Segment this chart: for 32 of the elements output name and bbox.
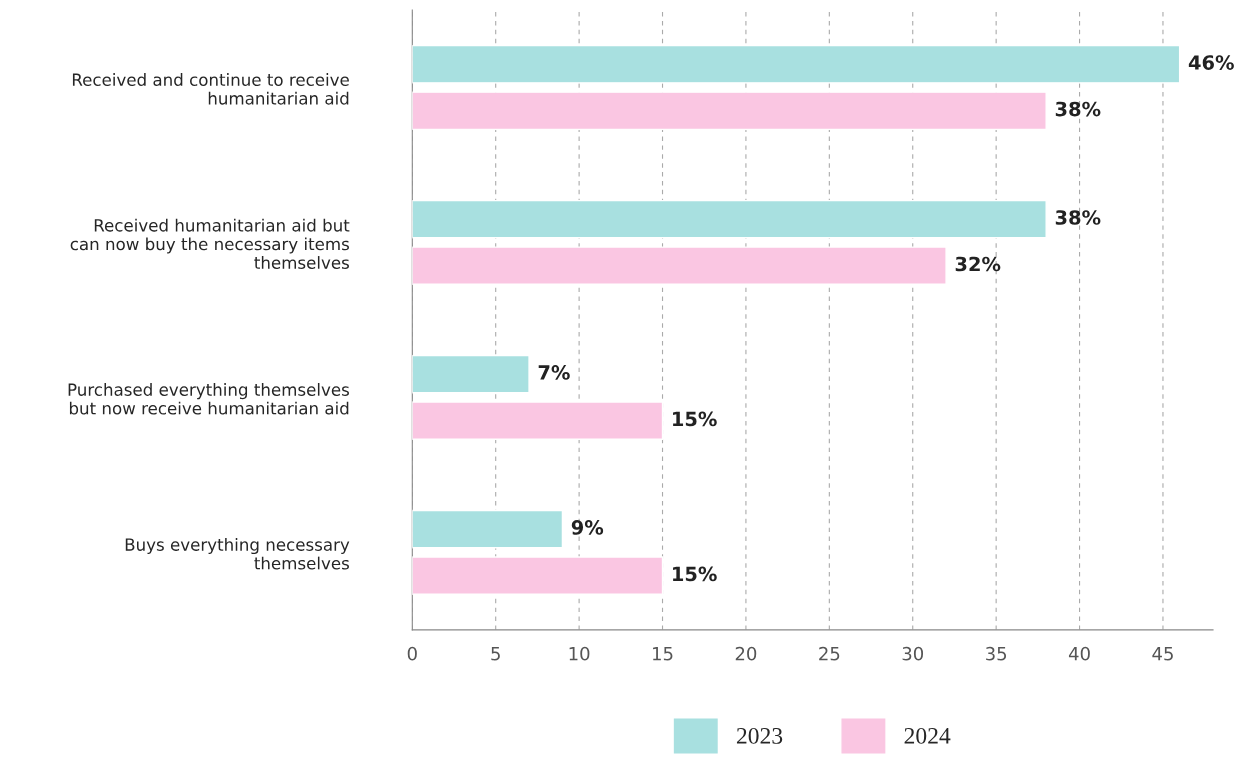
y-tick-label: Received and continue to receive humanitarian aid xyxy=(72,73,349,105)
data-label: 38% xyxy=(1055,101,1101,117)
data-label: 15% xyxy=(673,411,717,427)
x-tick-label: 0 xyxy=(407,646,417,661)
legend-label: 2023 xyxy=(736,727,783,744)
y-tick-label: Purchased everything themselves but now receive humanitarian aid xyxy=(68,383,349,415)
data-label: 15% xyxy=(673,566,717,582)
x-tick-label: 5 xyxy=(491,647,500,661)
x-tick-label: 45 xyxy=(1152,647,1173,661)
data-label: 38% xyxy=(1055,210,1101,225)
data-label: 9% xyxy=(571,520,604,535)
y-tick-label: Buys everything necessary themselves xyxy=(125,537,350,570)
bar xyxy=(412,246,947,285)
data-label: 32% xyxy=(955,256,1001,272)
x-tick-label: 40 xyxy=(1068,646,1090,661)
x-tick-label: 10 xyxy=(569,646,590,661)
data-label: 7% xyxy=(538,365,570,380)
bar xyxy=(412,556,664,595)
x-tick-label: 20 xyxy=(735,646,757,661)
bar xyxy=(412,401,664,440)
x-tick-label: 15 xyxy=(653,647,673,661)
bar xyxy=(412,509,564,549)
bar xyxy=(412,44,1181,84)
bar xyxy=(412,199,1047,239)
x-tick-label: 35 xyxy=(986,646,1007,661)
bar xyxy=(412,91,1047,131)
y-tick-label: Received humanitarian aid but can now buy the necessary items themselves xyxy=(70,218,350,269)
data-label: 46% xyxy=(1188,55,1234,70)
bar xyxy=(412,354,530,394)
x-tick-label: 30 xyxy=(902,646,924,661)
legend-label: 2024 xyxy=(904,727,951,744)
x-tick-label: 25 xyxy=(819,646,840,661)
